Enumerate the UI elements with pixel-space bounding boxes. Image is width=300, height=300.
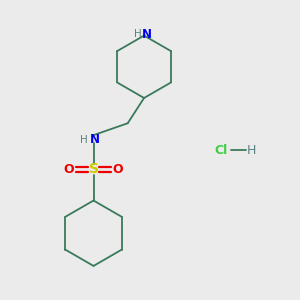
Text: O: O [112, 163, 123, 176]
Text: N: N [142, 28, 152, 40]
Text: N: N [90, 133, 100, 146]
Text: Cl: Cl [215, 143, 228, 157]
Text: H: H [134, 29, 141, 39]
Text: S: S [88, 162, 98, 176]
Text: O: O [64, 163, 74, 176]
Text: H: H [80, 135, 88, 145]
Text: H: H [246, 143, 256, 157]
